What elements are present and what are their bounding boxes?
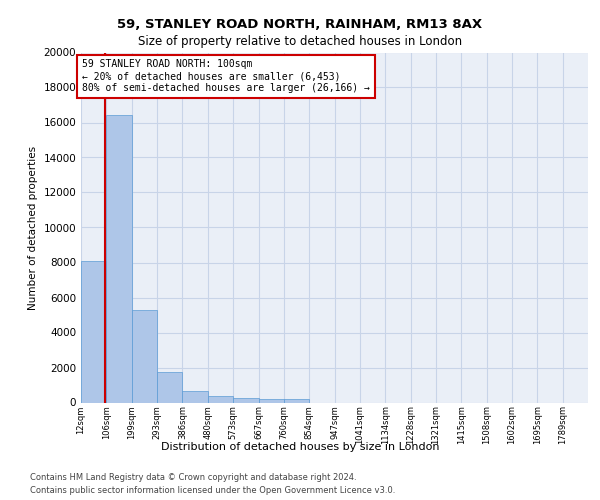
Bar — [233, 398, 259, 402]
Bar — [182, 391, 208, 402]
Text: Contains HM Land Registry data © Crown copyright and database right 2024.: Contains HM Land Registry data © Crown c… — [30, 472, 356, 482]
Text: 59, STANLEY ROAD NORTH, RAINHAM, RM13 8AX: 59, STANLEY ROAD NORTH, RAINHAM, RM13 8A… — [118, 18, 482, 30]
Bar — [106, 114, 132, 403]
Text: 59 STANLEY ROAD NORTH: 100sqm
← 20% of detached houses are smaller (6,453)
80% o: 59 STANLEY ROAD NORTH: 100sqm ← 20% of d… — [82, 60, 370, 92]
Text: Size of property relative to detached houses in London: Size of property relative to detached ho… — [138, 35, 462, 48]
Text: Distribution of detached houses by size in London: Distribution of detached houses by size … — [161, 442, 439, 452]
Bar — [81, 261, 106, 402]
Bar — [132, 310, 157, 402]
Bar — [157, 372, 182, 402]
Text: Contains public sector information licensed under the Open Government Licence v3: Contains public sector information licen… — [30, 486, 395, 495]
Y-axis label: Number of detached properties: Number of detached properties — [28, 146, 38, 310]
Bar — [208, 396, 233, 402]
Bar — [259, 398, 284, 402]
Bar — [284, 399, 309, 402]
